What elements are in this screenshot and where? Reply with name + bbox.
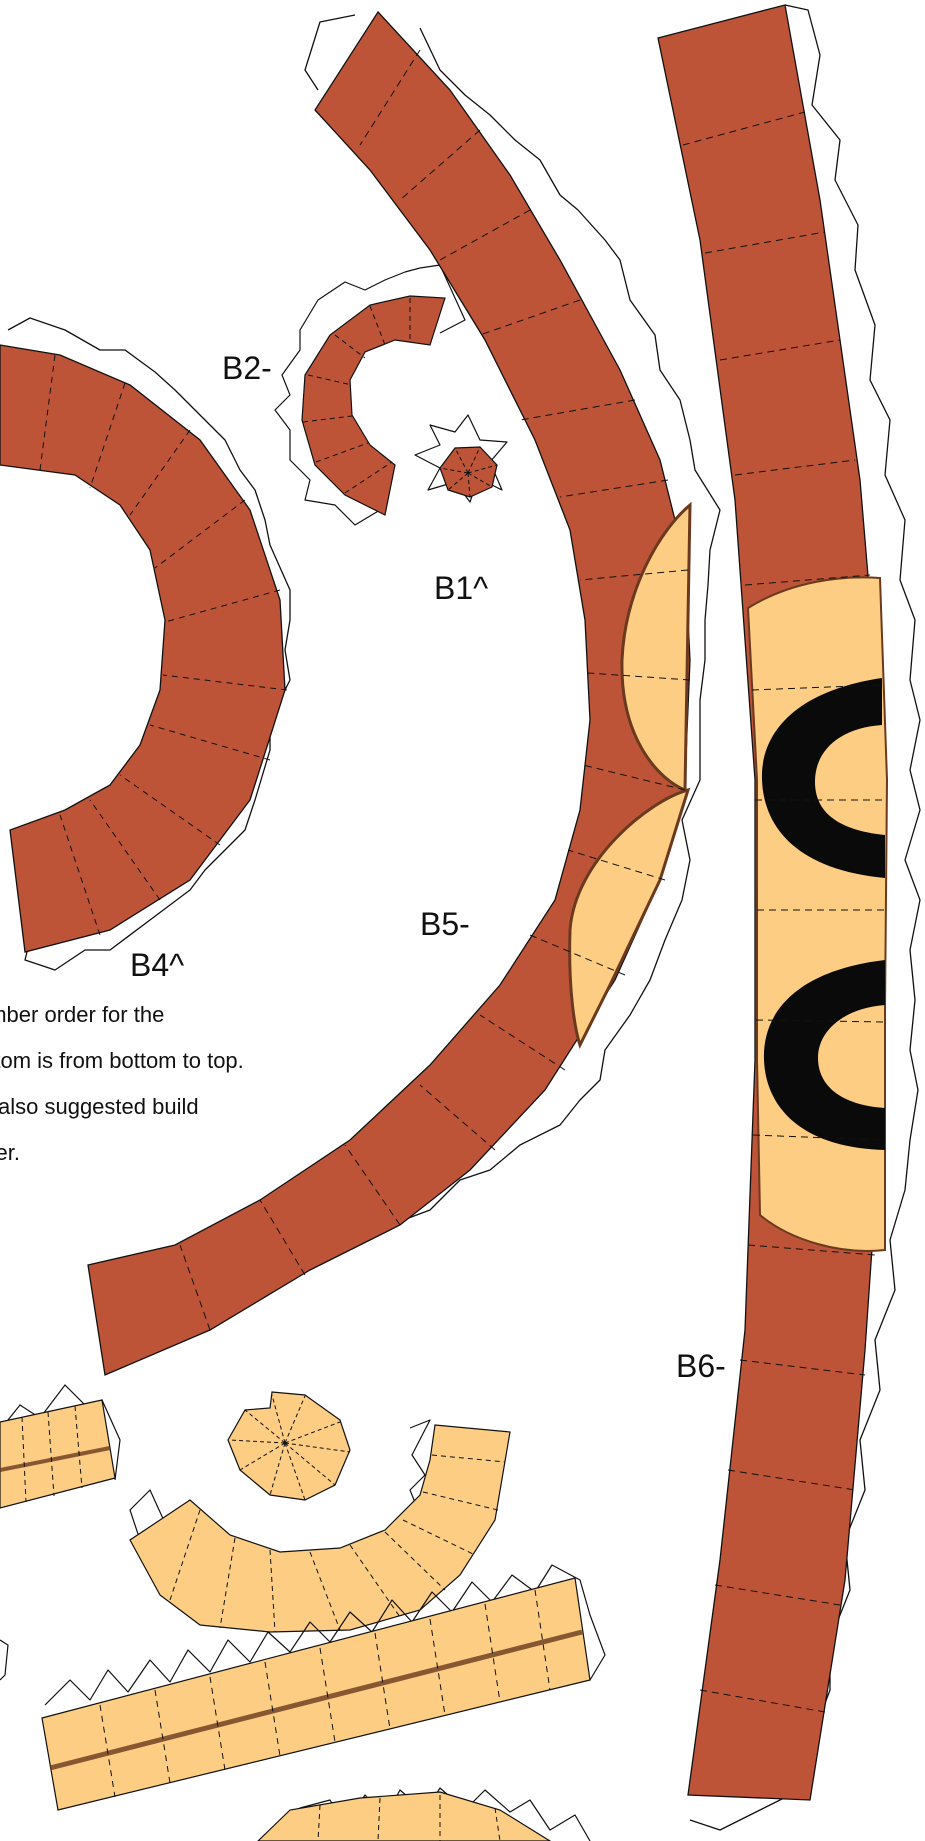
piece-b6 xyxy=(657,4,921,1831)
piece-b5 xyxy=(87,10,721,1376)
build-order-note: umber order for the ottom is from bottom… xyxy=(0,992,244,1176)
piece-fragment-left-edge xyxy=(0,1639,9,1681)
b4-fold-lines xyxy=(39,354,288,936)
b2-ring-body xyxy=(301,295,446,516)
piece-b1 xyxy=(414,414,508,503)
note-line: rder. xyxy=(0,1140,21,1165)
piece-tan-hook xyxy=(129,1419,511,1633)
tan-bottom-body xyxy=(257,1791,552,1841)
b6-eye-ring-lower xyxy=(763,960,885,1150)
tan-cap-body xyxy=(227,1391,351,1501)
b6-glue-tabs xyxy=(689,4,921,1831)
piece-b4 xyxy=(0,317,291,971)
label-b2: B2- xyxy=(222,350,272,386)
b5-fold-lines xyxy=(179,49,691,1331)
b6-eye-ring-upper xyxy=(761,678,885,878)
piece-tan-strip-left xyxy=(0,1384,121,1509)
b5-arc-body xyxy=(87,10,691,1376)
note-line: umber order for the xyxy=(0,1002,165,1027)
piece-tan-cap xyxy=(227,1391,351,1501)
b5-tan-patch-lower xyxy=(568,787,691,1049)
piece-tan-bottom-partial xyxy=(257,1787,591,1841)
label-b4: B4^ xyxy=(130,947,185,983)
tan-long-strip-body xyxy=(41,1577,591,1811)
label-b6: B6- xyxy=(676,1348,726,1384)
tan-strip-left-tabs xyxy=(0,1384,121,1481)
b4-glue-tabs xyxy=(7,317,291,971)
b6-fold-lines xyxy=(682,111,886,1713)
piece-b2 xyxy=(274,264,466,526)
b1-fold-lines xyxy=(439,446,498,498)
label-b1: B1^ xyxy=(434,570,489,606)
tan-hook-body xyxy=(129,1424,511,1633)
b6-tan-band xyxy=(746,576,889,1252)
piece-tan-long-strip xyxy=(41,1564,606,1811)
tan-strip-left-body xyxy=(0,1399,116,1509)
note-line: is also suggested build xyxy=(0,1094,199,1119)
note-line: ottom is from bottom to top. xyxy=(0,1048,244,1073)
b5-tan-patch-upper xyxy=(620,501,692,793)
b2-glue-tabs xyxy=(274,264,466,526)
b2-fold-lines xyxy=(302,298,411,494)
label-b5: B5- xyxy=(420,906,470,942)
b4-arc-body xyxy=(0,344,286,953)
